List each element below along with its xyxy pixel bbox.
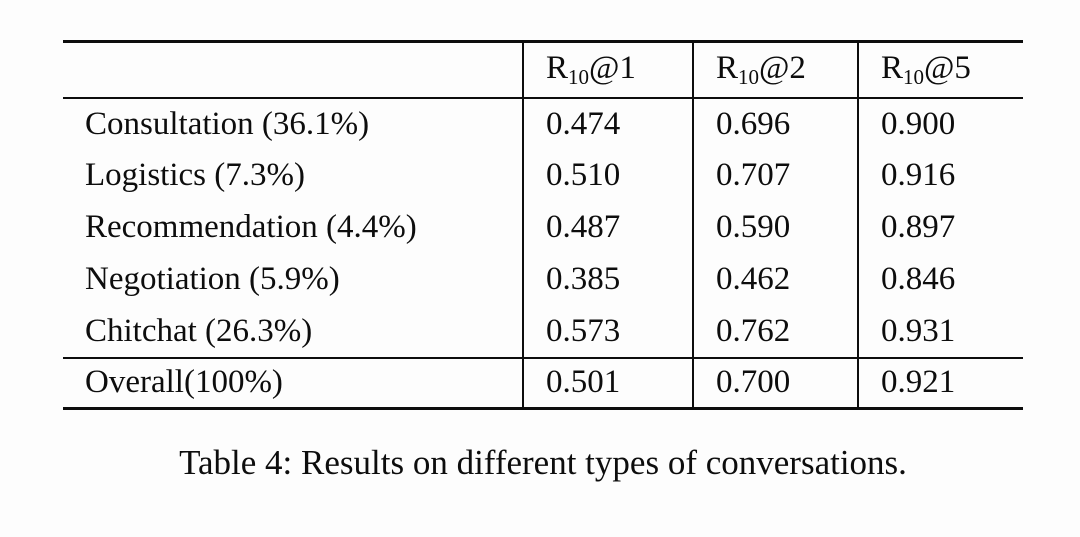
- corner-cell: [63, 42, 523, 98]
- table-row-chitchat: Chitchat (26.3%) 0.573 0.762 0.931: [63, 305, 1023, 358]
- metric-value: 0.700: [692, 357, 858, 409]
- metric-value: 0.931: [857, 305, 1023, 358]
- metric-subscript: 10: [738, 64, 760, 89]
- metric-value: 0.474: [522, 97, 693, 150]
- metric-value: 0.900: [857, 97, 1023, 150]
- metric-value: 0.916: [857, 149, 1023, 202]
- metric-value: 0.846: [857, 253, 1023, 306]
- table-caption: Table 4: Results on different types of c…: [179, 443, 907, 482]
- metric-value: 0.707: [692, 149, 858, 202]
- table-row-overall: Overall(100%) 0.501 0.700 0.921: [63, 357, 1023, 409]
- metric-value: 0.762: [692, 305, 858, 358]
- metric-subscript: 10: [568, 64, 590, 89]
- metric-base: R: [546, 49, 569, 86]
- row-label: Recommendation (4.4%): [85, 209, 417, 245]
- header-row: R10@1 R10@2 R10@5: [63, 41, 1023, 98]
- table-row-logistics: Logistics (7.3%) 0.510 0.707 0.916: [63, 149, 1023, 202]
- metric-suffix: @2: [759, 49, 806, 86]
- metric-subscript: 10: [903, 64, 925, 89]
- table-row-consultation: Consultation (36.1%) 0.474 0.696 0.900: [63, 97, 1023, 150]
- metric-value: 0.696: [692, 97, 858, 150]
- row-label: Chitchat (26.3%): [85, 312, 313, 349]
- metric-value: 0.510: [522, 149, 693, 202]
- table-row-negotiation: Negotiation (5.9%) 0.385 0.462 0.846: [63, 253, 1023, 306]
- metric-value: 0.897: [857, 201, 1023, 254]
- row-label: Logistics (7.3%): [85, 157, 305, 193]
- col-header-r10-at-2: R10@2: [692, 41, 858, 98]
- row-label: Consultation (36.1%): [85, 105, 370, 142]
- metric-suffix: @1: [589, 49, 636, 86]
- col-header-r10-at-5: R10@5: [857, 41, 1023, 98]
- metric-base: R: [881, 49, 904, 86]
- metric-value: 0.921: [857, 357, 1023, 409]
- metric-base: R: [716, 49, 739, 86]
- metric-value: 0.501: [522, 357, 693, 409]
- col-header-r10-at-1: R10@1: [522, 41, 693, 98]
- metric-value: 0.573: [522, 305, 693, 358]
- metric-value: 0.385: [522, 253, 693, 306]
- metric-value: 0.590: [692, 201, 858, 254]
- results-table: R10@1 R10@2 R10@5 Consultation (36.1%) 0…: [63, 40, 1023, 410]
- metric-value: 0.462: [692, 253, 858, 306]
- table-row-recommendation: Recommendation (4.4%) 0.487 0.590 0.897: [63, 201, 1023, 254]
- metric-suffix: @5: [924, 49, 971, 86]
- row-label: Overall(100%): [85, 364, 283, 401]
- row-label: Negotiation (5.9%): [85, 261, 340, 297]
- metric-value: 0.487: [522, 201, 693, 254]
